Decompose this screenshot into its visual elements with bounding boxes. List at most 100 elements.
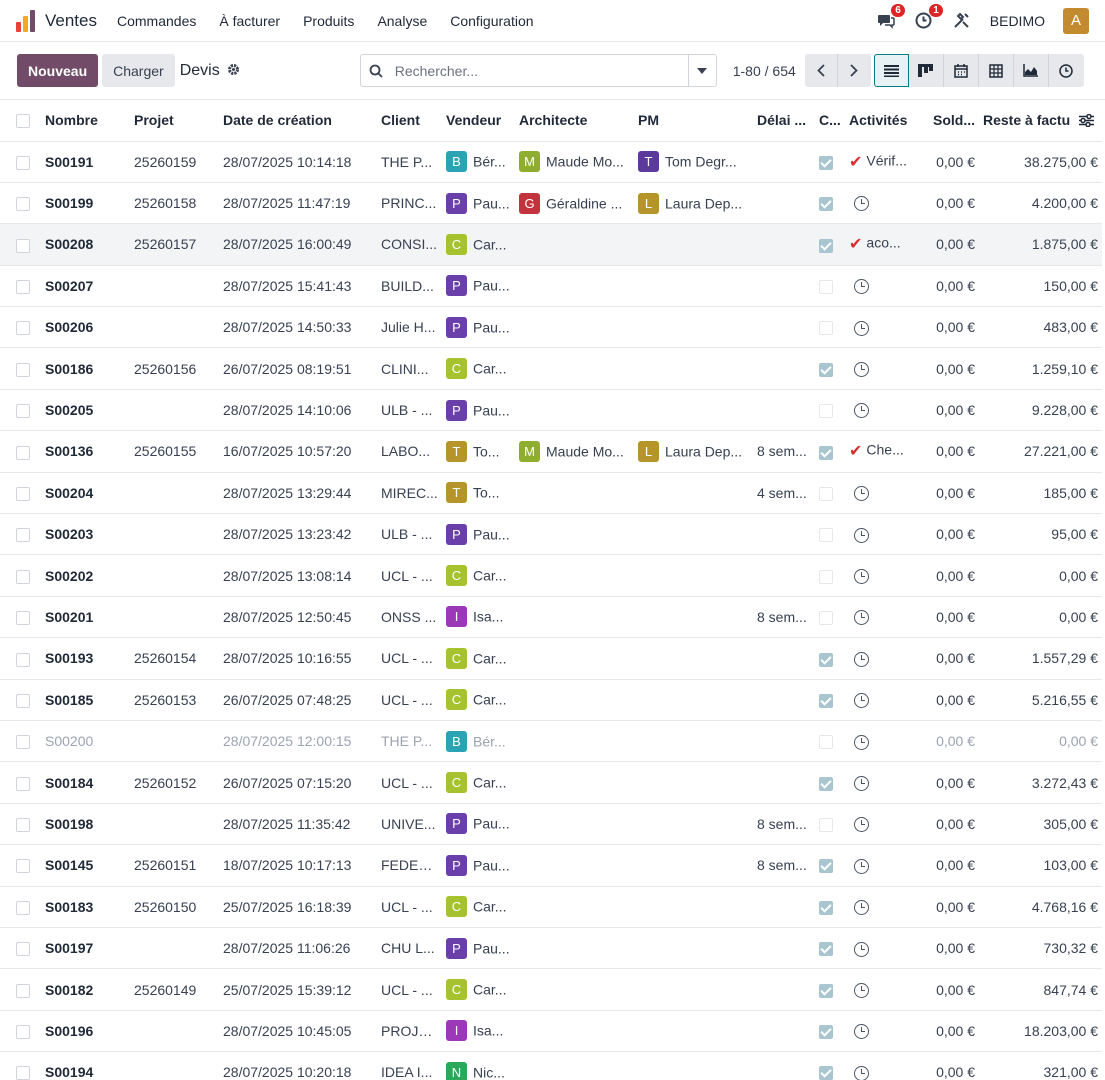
row-select-checkbox[interactable] [0,1010,41,1053]
activity-clock-icon[interactable] [854,734,869,750]
pager-previous-button[interactable] [804,54,838,87]
row-select-checkbox[interactable] [0,968,41,1011]
optional-columns-icon[interactable] [1079,114,1094,127]
row-select-checkbox[interactable] [0,430,41,473]
menu-commandes[interactable]: Commandes [117,12,197,29]
table-row[interactable]: S00204 28/07/2025 13:29:44 MIREC... T To... 4… [0,472,1102,515]
cell-activites[interactable] [845,720,923,763]
load-button[interactable]: Charger [102,54,175,87]
cell-activites[interactable]: ✔ Che... [845,430,923,473]
row-select-checkbox[interactable] [0,223,41,266]
activity-clock-icon[interactable] [854,403,869,419]
search-input[interactable] [390,55,688,86]
row-select-checkbox[interactable] [0,679,41,721]
activity-clock-icon[interactable] [854,320,869,336]
pager-value[interactable]: 1-80 / 654 [732,62,796,79]
select-all-checkbox[interactable] [0,100,41,142]
app-logo-icon[interactable] [16,9,35,32]
chat-icon[interactable]: 6 [876,3,905,31]
cell-activites[interactable] [845,886,923,928]
activity-clock-icon[interactable] [854,900,869,916]
col-client[interactable]: Client [377,100,442,142]
row-select-checkbox[interactable] [0,886,41,928]
cell-activites[interactable] [845,803,923,846]
cell-activites[interactable] [845,1051,923,1080]
gear-icon[interactable] [227,63,240,79]
pager-next-button[interactable] [837,54,871,87]
calendar-view-button[interactable] [943,54,979,87]
cell-activites[interactable]: ✔ aco... [845,223,923,266]
col-nombre[interactable]: Nombre [41,100,130,142]
table-row[interactable]: S00207 28/07/2025 15:41:43 BUILD... P Pau...… [0,265,1102,308]
cell-activites[interactable] [845,182,923,225]
cell-activites[interactable]: ✔ Vérif... [845,141,923,183]
new-button[interactable]: Nouveau [17,54,99,87]
col-date-creation[interactable]: Date de création [219,100,377,142]
activity-clock-icon[interactable] [854,362,869,378]
row-select-checkbox[interactable] [0,554,41,597]
row-select-checkbox[interactable] [0,265,41,308]
col-projet[interactable]: Projet [130,100,219,142]
company-switcher[interactable]: BEDIMO [989,12,1045,29]
table-row[interactable]: S00205 28/07/2025 14:10:06 ULB - ... P Pau..… [0,389,1102,432]
activity-clock-icon[interactable] [854,1024,869,1040]
app-name[interactable]: Ventes [45,10,97,30]
cell-activites[interactable] [845,596,923,639]
activity-clock-icon[interactable] [854,196,869,212]
table-row[interactable]: S00194 28/07/2025 10:20:18 IDEA I... N Nic..… [0,1051,1102,1080]
table-row[interactable]: S00200 28/07/2025 12:00:15 THE P... B Bér...… [0,720,1102,763]
row-select-checkbox[interactable] [0,803,41,846]
table-row[interactable]: S00206 28/07/2025 14:50:33 Julie H... P Pau.… [0,306,1102,349]
activity-clock-icon[interactable] [854,651,869,667]
cell-activites[interactable] [845,554,923,597]
table-row[interactable]: S00199 25260158 28/07/2025 11:47:19 PRINC..… [0,182,1102,225]
pivot-view-button[interactable] [978,54,1014,87]
row-select-checkbox[interactable] [0,389,41,432]
graph-view-button[interactable] [1013,54,1049,87]
table-row[interactable]: S00183 25260150 25/07/2025 16:18:39 UCL - .… [0,886,1102,928]
table-row[interactable]: S00185 25260153 26/07/2025 07:48:25 UCL - .… [0,679,1102,721]
row-select-checkbox[interactable] [0,182,41,225]
cell-activites[interactable] [845,306,923,349]
cell-activites[interactable] [845,513,923,556]
cell-activites[interactable] [845,679,923,721]
menu-produits[interactable]: Produits [303,12,355,29]
activity-clock-icon[interactable] [854,858,869,874]
cell-activites[interactable] [845,347,923,390]
table-row[interactable]: S00182 25260149 25/07/2025 15:39:12 UCL - .… [0,968,1102,1011]
table-row[interactable]: S00203 28/07/2025 13:23:42 ULB - ... P Pau..… [0,513,1102,556]
cell-activites[interactable] [845,844,923,887]
activity-clock-icon[interactable] [854,279,869,295]
activity-clock-icon[interactable] [854,941,869,957]
row-select-checkbox[interactable] [0,472,41,515]
table-row[interactable]: S00196 28/07/2025 10:45:05 PROJE... I Isa...… [0,1010,1102,1053]
activity-view-button[interactable] [1048,54,1084,87]
cell-activites[interactable] [845,1010,923,1053]
col-architecte[interactable]: Architecte [515,100,634,142]
activity-clock-icon[interactable] [854,610,869,626]
activity-clock-icon[interactable] [854,775,869,791]
table-row[interactable]: S00193 25260154 28/07/2025 10:16:55 UCL - .… [0,637,1102,680]
cell-activites[interactable] [845,761,923,804]
table-row[interactable]: S00198 28/07/2025 11:35:42 UNIVE... P Pau...… [0,803,1102,846]
table-row[interactable]: S00197 28/07/2025 11:06:26 CHU L... P Pau...… [0,927,1102,970]
cell-activites[interactable] [845,265,923,308]
list-view-button[interactable] [873,54,909,87]
row-select-checkbox[interactable] [0,513,41,556]
cell-activites[interactable] [845,389,923,432]
cell-activites[interactable] [845,968,923,1011]
cell-activites[interactable] [845,472,923,515]
tools-icon[interactable] [952,11,972,31]
user-avatar[interactable]: A [1063,7,1089,34]
table-row[interactable]: S00202 28/07/2025 13:08:14 UCL - ... C Car..… [0,554,1102,597]
table-row[interactable]: S00201 28/07/2025 12:50:45 ONSS ... I Isa...… [0,596,1102,639]
col-c[interactable]: C... [815,100,845,142]
col-solde[interactable]: Sold... [923,100,979,142]
row-select-checkbox[interactable] [0,720,41,763]
col-activites[interactable]: Activités [845,100,923,142]
activity-clock-icon[interactable]: 1 [914,3,943,31]
cell-activites[interactable] [845,637,923,680]
col-pm[interactable]: PM [634,100,753,142]
menu-a-facturer[interactable]: À facturer [219,12,281,29]
kanban-view-button[interactable] [908,54,944,87]
